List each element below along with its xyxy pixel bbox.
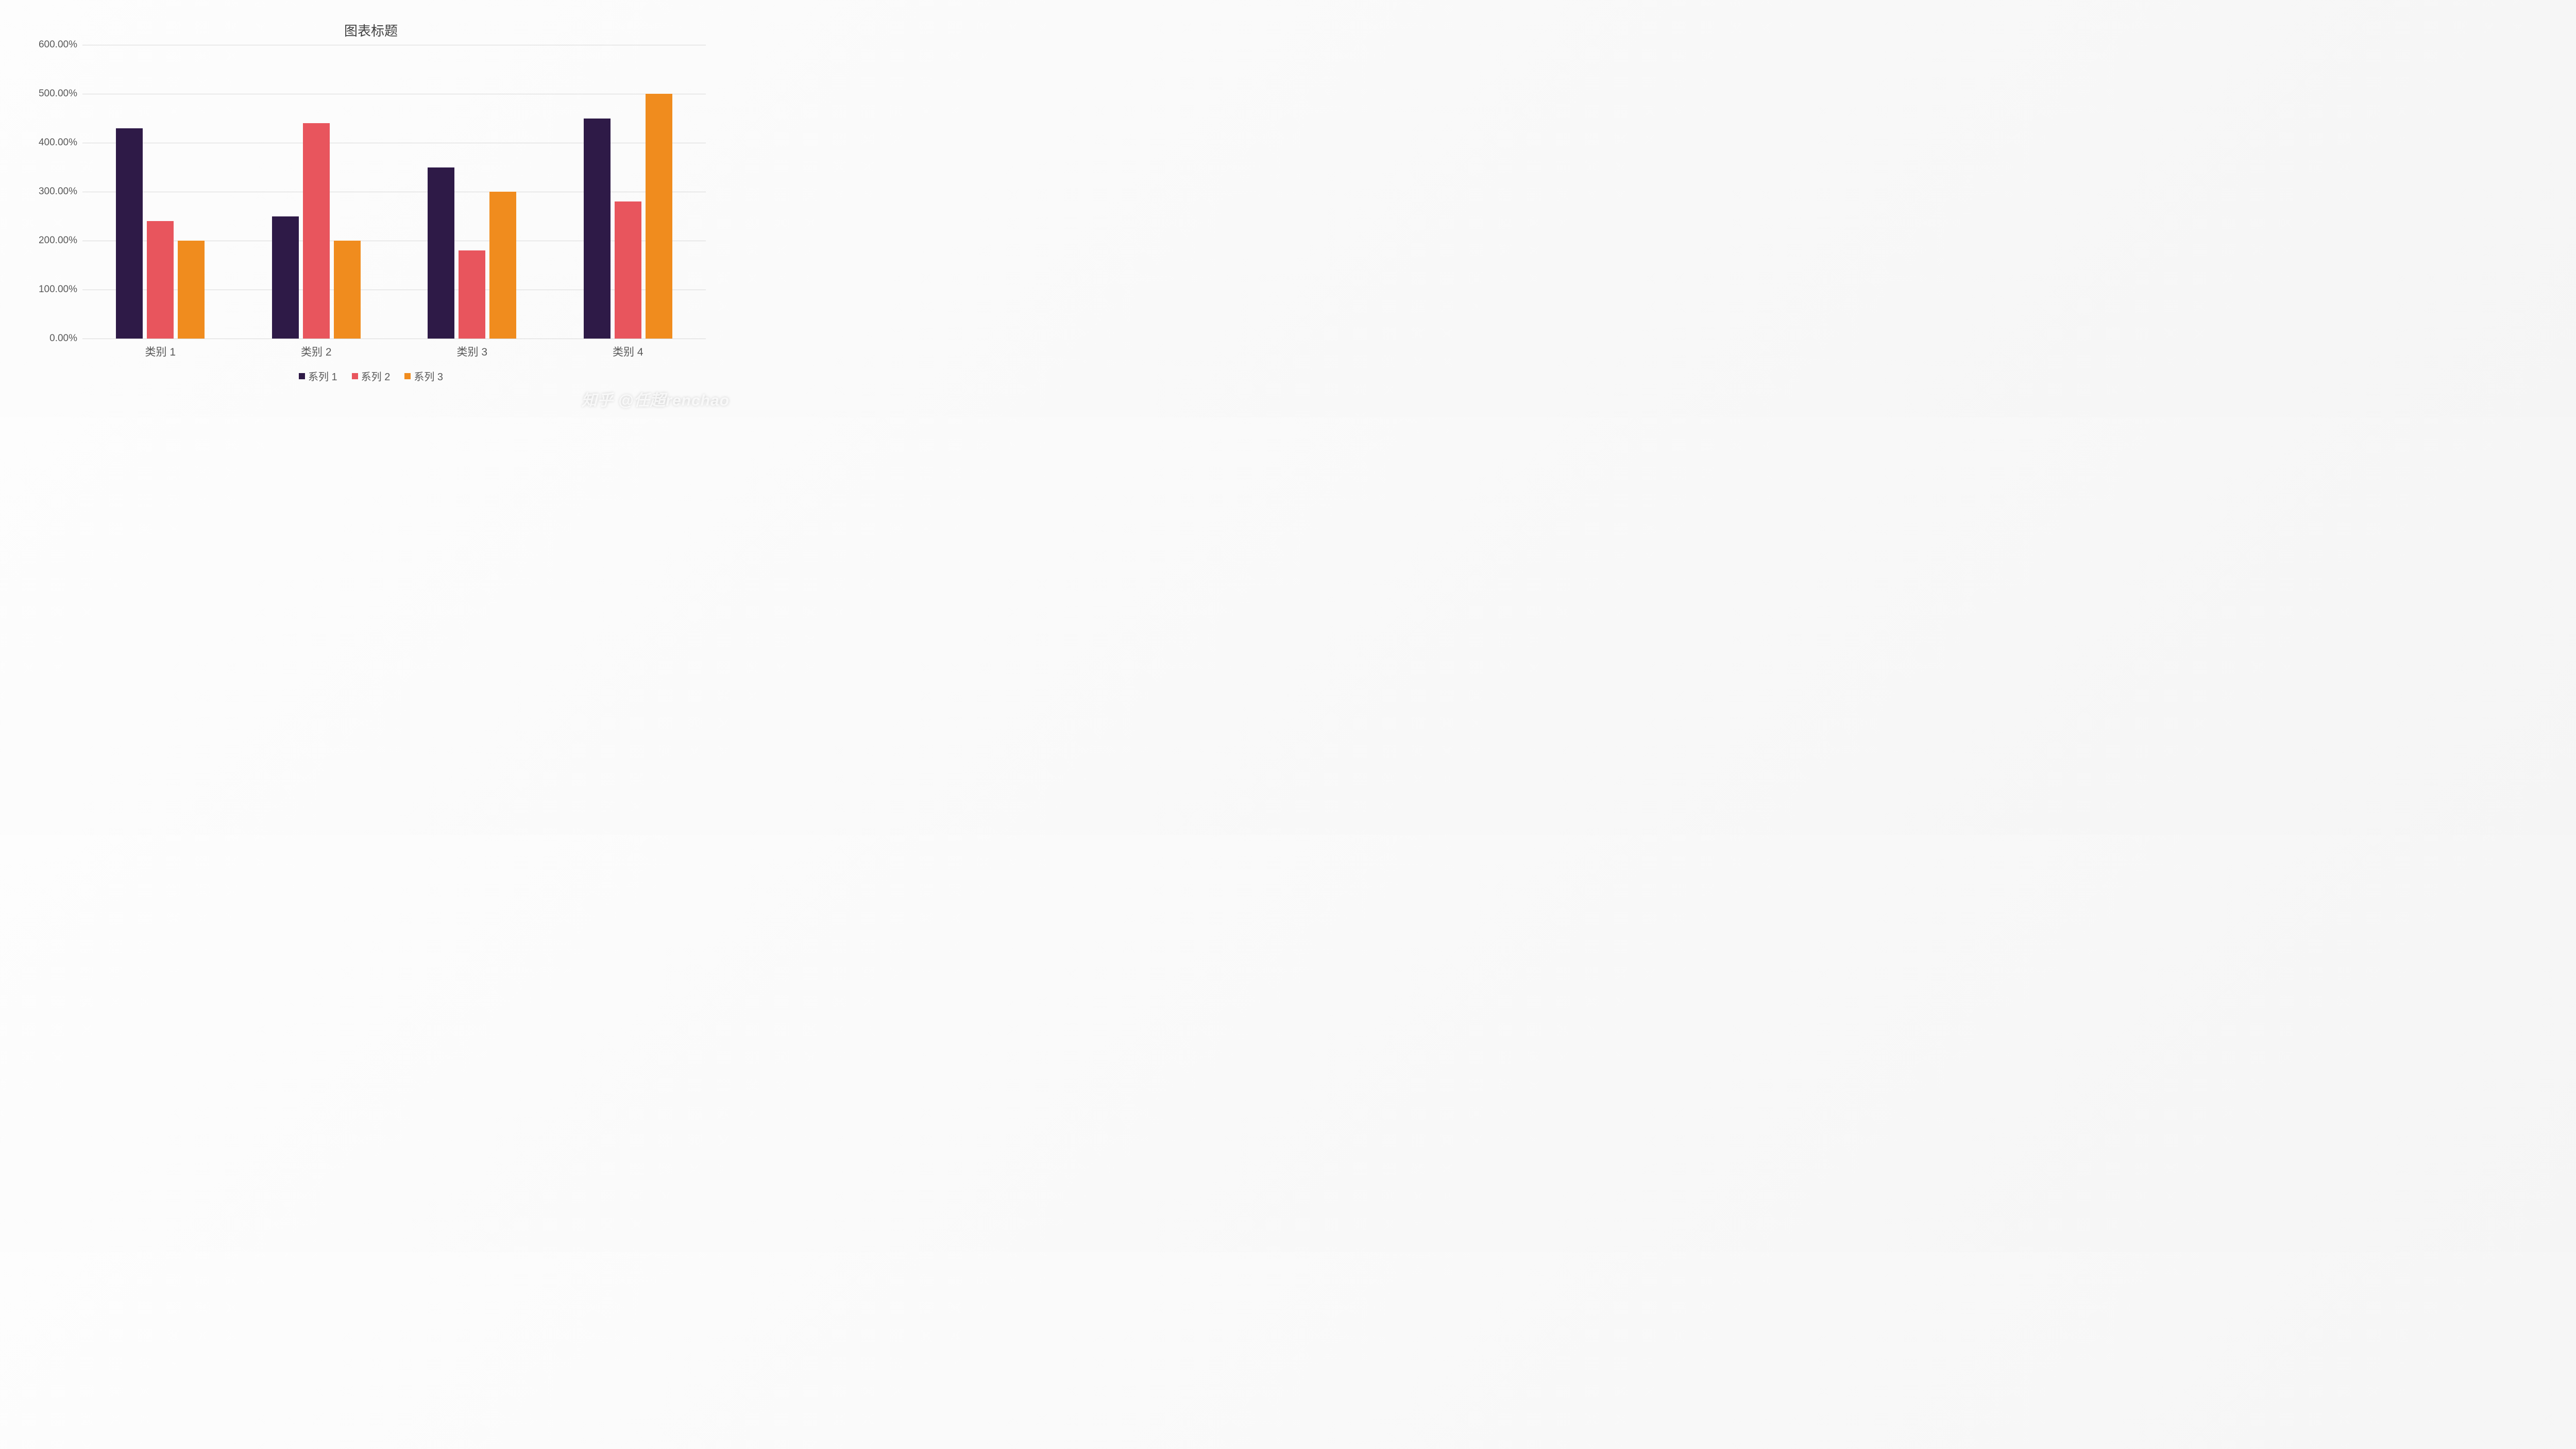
y-tick-label: 600.00%	[26, 39, 77, 50]
bar	[272, 216, 299, 339]
bar	[584, 119, 611, 339]
bar-groups	[82, 45, 706, 339]
bar-group	[82, 45, 239, 339]
y-tick-label: 100.00%	[26, 284, 77, 295]
x-tick-label: 类别 1	[82, 344, 239, 359]
chart-container: 图表标题 0.00%100.00%200.00%300.00%400.00%50…	[0, 0, 742, 417]
y-tick-label: 500.00%	[26, 88, 77, 99]
chart-title: 图表标题	[26, 21, 716, 40]
y-tick-label: 400.00%	[26, 137, 77, 148]
x-tick-label: 类别 4	[550, 344, 706, 359]
bar	[116, 128, 143, 339]
bar	[178, 241, 205, 339]
y-tick-label: 200.00%	[26, 235, 77, 246]
x-tick-label: 类别 2	[239, 344, 395, 359]
y-tick-label: 300.00%	[26, 186, 77, 197]
legend-item: 系列 2	[352, 368, 391, 383]
legend-swatch	[299, 373, 305, 379]
bar	[147, 221, 174, 339]
bar-group	[550, 45, 706, 339]
bar-group	[394, 45, 550, 339]
legend-label: 系列 2	[361, 368, 391, 383]
legend-swatch	[404, 373, 411, 379]
legend-item: 系列 3	[404, 368, 443, 383]
x-axis-labels: 类别 1类别 2类别 3类别 4	[82, 344, 706, 359]
plot-area-wrap: 0.00%100.00%200.00%300.00%400.00%500.00%…	[82, 45, 706, 339]
legend: 系列 1 系列 2 系列 3	[26, 368, 716, 383]
y-tick-label: 0.00%	[26, 333, 77, 344]
bar	[646, 94, 672, 339]
bar	[489, 192, 516, 339]
legend-label: 系列 3	[414, 368, 443, 383]
bar	[459, 250, 485, 339]
bar	[615, 201, 641, 339]
bar-group	[239, 45, 395, 339]
bar	[334, 241, 361, 339]
legend-swatch	[352, 373, 358, 379]
y-axis: 0.00%100.00%200.00%300.00%400.00%500.00%…	[26, 45, 77, 339]
legend-label: 系列 1	[308, 368, 337, 383]
legend-item: 系列 1	[299, 368, 337, 383]
bar	[428, 167, 454, 339]
plot-area	[82, 45, 706, 339]
bar	[303, 123, 330, 339]
x-tick-label: 类别 3	[394, 344, 550, 359]
